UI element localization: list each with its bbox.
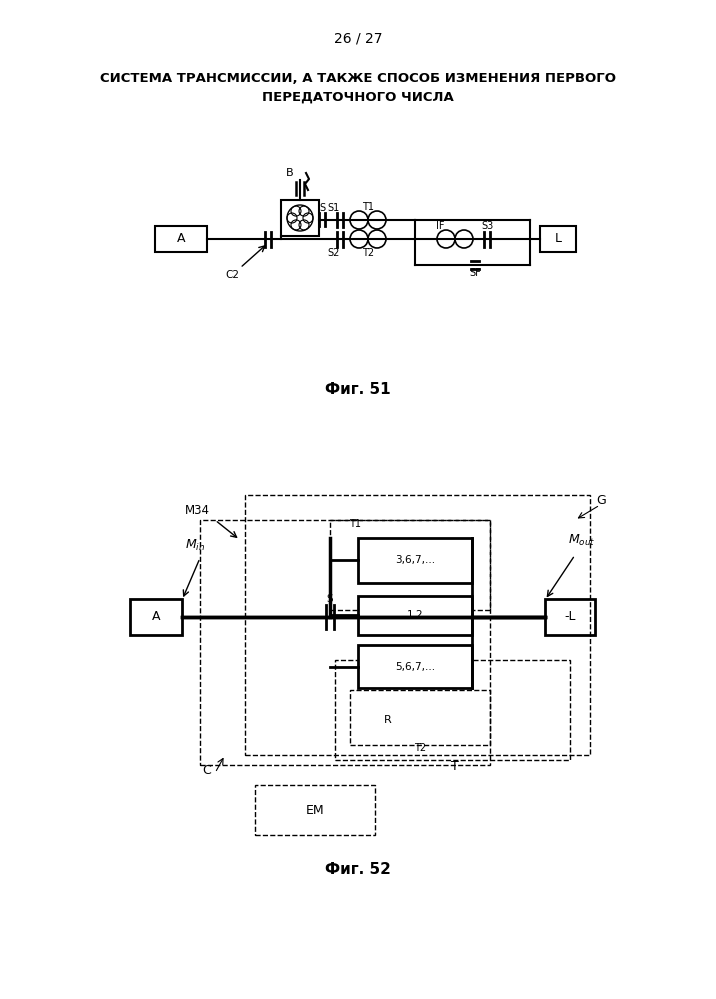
- Text: 3,6,7,...: 3,6,7,...: [395, 555, 435, 565]
- Text: R: R: [384, 715, 392, 725]
- Text: $M_{out}$: $M_{out}$: [568, 532, 596, 547]
- Text: SF: SF: [469, 268, 481, 278]
- Text: S: S: [326, 594, 334, 604]
- Text: A: A: [152, 610, 160, 623]
- FancyBboxPatch shape: [358, 538, 472, 583]
- FancyBboxPatch shape: [130, 599, 182, 635]
- Text: S2: S2: [328, 248, 340, 258]
- Text: L: L: [554, 233, 561, 246]
- Text: 5,6,7,...: 5,6,7,...: [395, 662, 435, 672]
- Text: G: G: [596, 494, 606, 506]
- Text: IF: IF: [436, 221, 444, 231]
- FancyBboxPatch shape: [358, 645, 472, 688]
- FancyBboxPatch shape: [281, 200, 319, 236]
- FancyBboxPatch shape: [545, 599, 595, 635]
- Text: 26 / 27: 26 / 27: [334, 31, 382, 45]
- Text: -L: -L: [564, 610, 576, 623]
- FancyBboxPatch shape: [540, 226, 576, 252]
- Text: T1: T1: [362, 202, 374, 212]
- Text: EM: EM: [306, 803, 324, 816]
- Text: Фиг. 51: Фиг. 51: [325, 383, 391, 398]
- Text: C: C: [202, 763, 211, 776]
- Text: A: A: [177, 233, 185, 246]
- Text: T1: T1: [349, 519, 361, 529]
- Text: 1,2: 1,2: [407, 610, 423, 620]
- Text: СИСТЕМА ТРАНСМИССИИ, А ТАКЖЕ СПОСОБ ИЗМЕНЕНИЯ ПЕРВОГО: СИСТЕМА ТРАНСМИССИИ, А ТАКЖЕ СПОСОБ ИЗМЕ…: [100, 72, 616, 85]
- Text: B: B: [286, 168, 294, 178]
- Text: T: T: [451, 759, 459, 772]
- Text: $M_{in}$: $M_{in}$: [185, 537, 205, 552]
- Text: Фиг. 52: Фиг. 52: [325, 862, 391, 877]
- Text: ПЕРЕДАТОЧНОГО ЧИСЛА: ПЕРЕДАТОЧНОГО ЧИСЛА: [262, 91, 454, 104]
- Text: T2: T2: [414, 743, 426, 753]
- Text: S3: S3: [481, 221, 493, 231]
- Text: C2: C2: [225, 270, 239, 280]
- Text: S: S: [319, 203, 325, 213]
- Text: S1: S1: [328, 203, 340, 213]
- Text: M34: M34: [185, 503, 210, 516]
- FancyBboxPatch shape: [358, 596, 472, 635]
- Text: T2: T2: [362, 248, 374, 258]
- FancyBboxPatch shape: [155, 226, 207, 252]
